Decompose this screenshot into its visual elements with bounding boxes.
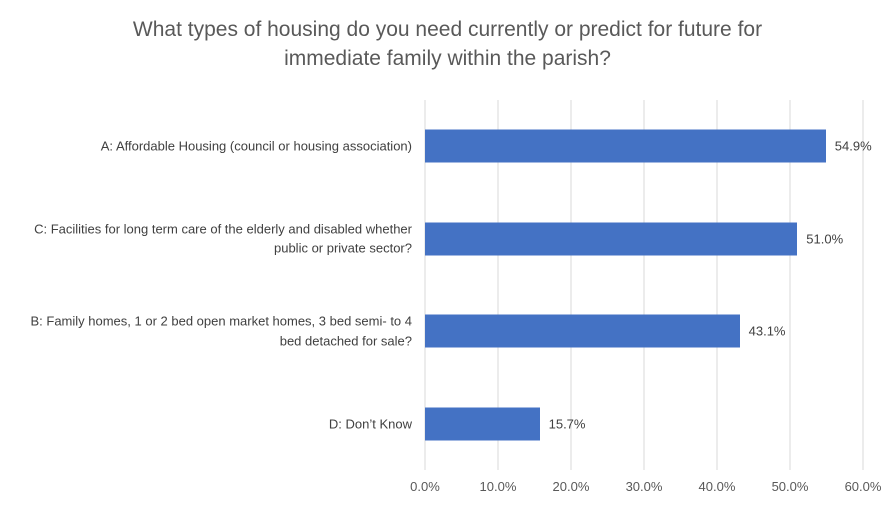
chart-title: What types of housing do you need curren…: [132, 18, 763, 70]
data-label: 54.9%: [834, 138, 872, 154]
x-axis-tick-label: 40.0%: [698, 479, 736, 494]
gridline: [497, 100, 499, 470]
gridline: [424, 100, 426, 470]
x-axis-tick-label: 10.0%: [479, 479, 517, 494]
chart-row: C: Facilities for long term care of the …: [34, 193, 863, 286]
gridline: [716, 100, 718, 470]
x-axis-tick-label: 20.0%: [552, 479, 590, 494]
category-label: B: Family homes, 1 or 2 bed open market …: [30, 313, 412, 349]
data-label: 15.7%: [548, 416, 586, 432]
chart-row: B: Family homes, 1 or 2 bed open market …: [30, 285, 863, 378]
chart-row: A: Affordable Housing (council or housin…: [101, 100, 872, 193]
category-label: D: Don’t Know: [328, 416, 412, 431]
x-axis-tick-label: 50.0%: [771, 479, 809, 494]
x-axis-tick-label: 30.0%: [625, 479, 663, 494]
gridline: [862, 100, 864, 470]
chart-row: D: Don’t Know 15.7%: [329, 378, 863, 471]
gridline: [643, 100, 645, 470]
data-label: 43.1%: [748, 323, 786, 339]
x-axis-tick-label: 60.0%: [844, 479, 882, 494]
data-label: 51.0%: [806, 231, 844, 247]
category-label: C: Facilities for long term care of the …: [34, 221, 412, 256]
bar: [425, 129, 826, 163]
bar: [425, 314, 740, 348]
gridline: [789, 100, 791, 470]
plot-area: 0.0% 10.0% 20.0% 30.0% 40.0% 50.0% 60.0% A: Aff…: [30, 100, 881, 494]
gridline: [570, 100, 572, 470]
bar: [425, 222, 798, 256]
bar: [425, 407, 540, 441]
category-label: A: Affordable Housing (council or housin…: [100, 138, 412, 154]
x-axis-tick-label: 0.0%: [410, 479, 440, 494]
